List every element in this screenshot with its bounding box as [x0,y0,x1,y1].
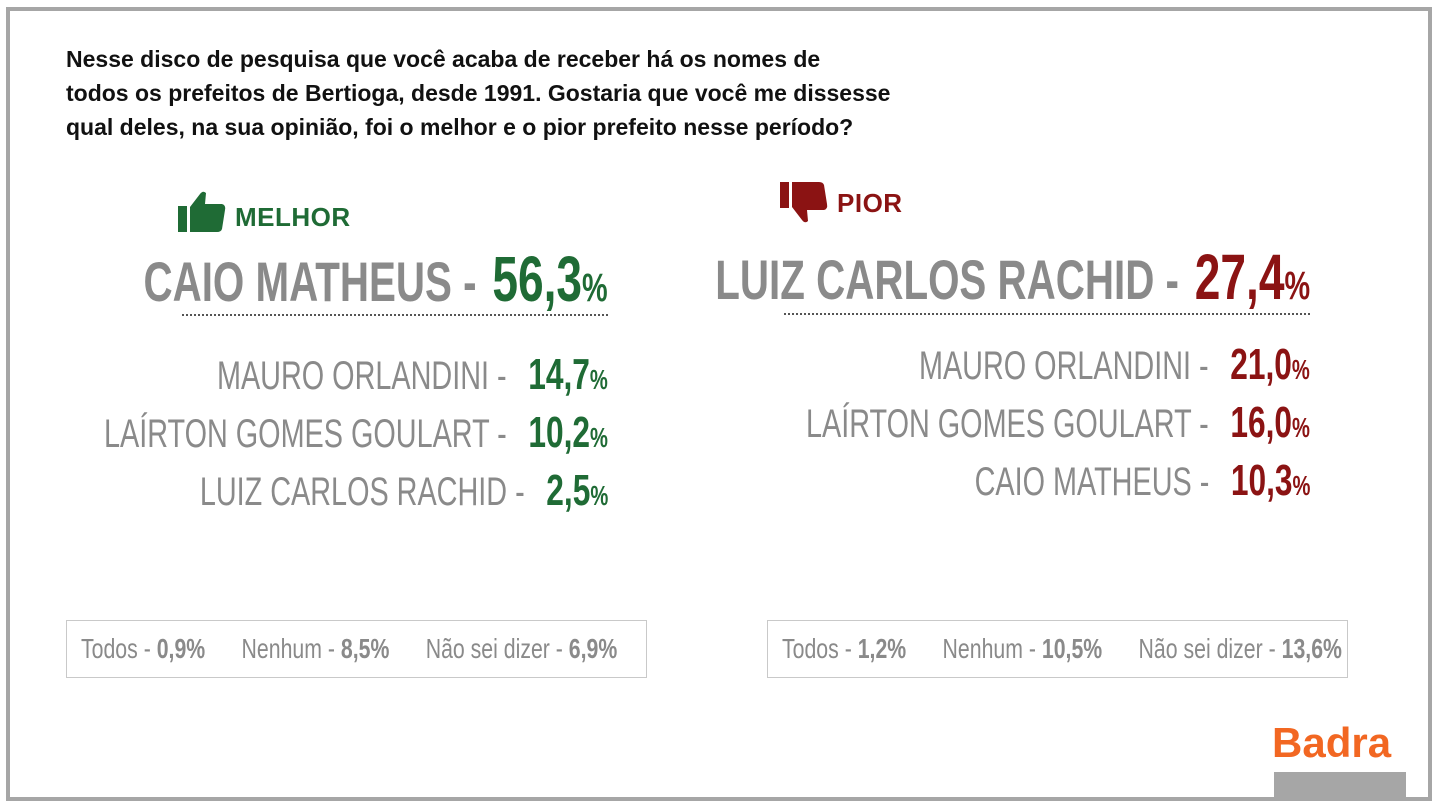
best-row-pct: % [590,422,608,453]
best-row-value: 14,7 [528,350,591,399]
worst-label: PIOR [837,188,903,218]
best-row-name: MAURO ORLANDINI - [217,354,507,398]
footer-value: 1,2% [857,633,907,664]
worst-row: MAURO ORLANDINI - 21,0% [610,340,1310,398]
footer-item-nao-sei: Não sei dizer - 13,6% [1139,633,1342,664]
worst-header: PIOR [780,180,1310,226]
footer-label: Nenhum - [942,633,1042,664]
footer-value: 6,9% [568,633,618,664]
worst-top-pct: % [1284,264,1310,308]
worst-top-name: LUIZ CARLOS RACHID - [715,248,1179,311]
footer-item-todos: Todos - 0,9% [81,633,205,664]
best-row-name: LUIZ CARLOS RACHID - [199,470,525,514]
worst-row-value: 16,0 [1230,398,1293,447]
footer-value: 0,9% [156,633,206,664]
best-footer-box: Todos - 0,9% Nenhum - 8,5% Não sei dizer… [66,620,647,678]
worst-row-pct: % [1292,470,1310,501]
question-line-3: qual deles, na sua opinião, foi o melhor… [66,114,854,140]
worst-top-row: LUIZ CARLOS RACHID -27,4% [484,240,1310,314]
best-row-pct: % [590,364,608,395]
worst-row: LAÍRTON GOMES GOULART - 16,0% [610,398,1310,456]
footer-label: Não sei dizer - [425,633,569,664]
best-label: MELHOR [235,202,351,232]
dotted-divider [182,314,608,316]
footer-value: 8,5% [340,633,390,664]
question-line-1: Nesse disco de pesquisa que você acaba d… [66,46,821,72]
footer-label: Nenhum - [241,633,341,664]
best-row-pct: % [590,480,608,511]
best-row: LUIZ CARLOS RACHID - 2,5% [0,466,608,524]
footer-label: Todos - [81,633,157,664]
worst-row-name: CAIO MATHEUS - [974,460,1209,504]
footer-label: Não sei dizer - [1138,633,1282,664]
footer-item-nao-sei: Não sei dizer - 6,9% [426,633,618,664]
slide-frame [6,7,1432,801]
question-line-2: todos os prefeitos de Bertioga, desde 19… [66,80,891,106]
footer-value: 10,5% [1041,633,1103,664]
worst-footer-box: Todos - 1,2% Nenhum - 10,5% Não sei dize… [767,620,1348,678]
best-row-value: 10,2 [528,408,591,457]
worst-row-name: LAÍRTON GOMES GOULART - [806,402,1209,446]
worst-row-value: 10,3 [1230,456,1293,505]
dotted-divider [784,313,1310,315]
best-row-value: 2,5 [546,466,591,515]
best-mayor-panel: MELHOR CAIO MATHEUS -56,3% MAURO ORLANDI… [104,190,608,515]
worst-mayor-panel: PIOR LUIZ CARLOS RACHID -27,4% MAURO ORL… [715,180,1310,505]
worst-row: CAIO MATHEUS - 10,3% [610,456,1310,514]
footer-item-nenhum: Nenhum - 8,5% [242,633,390,664]
badra-logo: Badra [1272,719,1392,766]
worst-row-pct: % [1292,354,1310,385]
footer-item-todos: Todos - 1,2% [782,633,906,664]
best-row: MAURO ORLANDINI - 14,7% [0,350,608,408]
footer-label: Todos - [782,633,858,664]
best-top-value: 56,3 [492,243,583,315]
worst-row-value: 21,0 [1230,340,1293,389]
best-top-name: CAIO MATHEUS - [143,250,477,313]
worst-row-name: MAURO ORLANDINI - [919,344,1209,388]
best-header: MELHOR [178,190,608,236]
best-top-row: CAIO MATHEUS -56,3% [0,242,608,316]
best-row: LAÍRTON GOMES GOULART - 10,2% [0,408,608,466]
worst-row-pct: % [1292,412,1310,443]
worst-other-rows: MAURO ORLANDINI - 21,0% LAÍRTON GOMES GOU… [610,340,1310,514]
best-top-pct: % [582,266,608,310]
thumbs-up-icon [178,191,226,232]
worst-top-value: 27,4 [1194,241,1285,313]
logo-bar [1274,772,1406,801]
footer-item-nenhum: Nenhum - 10,5% [943,633,1103,664]
survey-question: Nesse disco de pesquisa que você acaba d… [66,42,1026,144]
thumbs-down-icon [780,182,828,223]
best-other-rows: MAURO ORLANDINI - 14,7% LAÍRTON GOMES GOU… [0,350,608,524]
best-row-name: LAÍRTON GOMES GOULART - [104,412,507,456]
footer-value: 13,6% [1281,633,1342,664]
